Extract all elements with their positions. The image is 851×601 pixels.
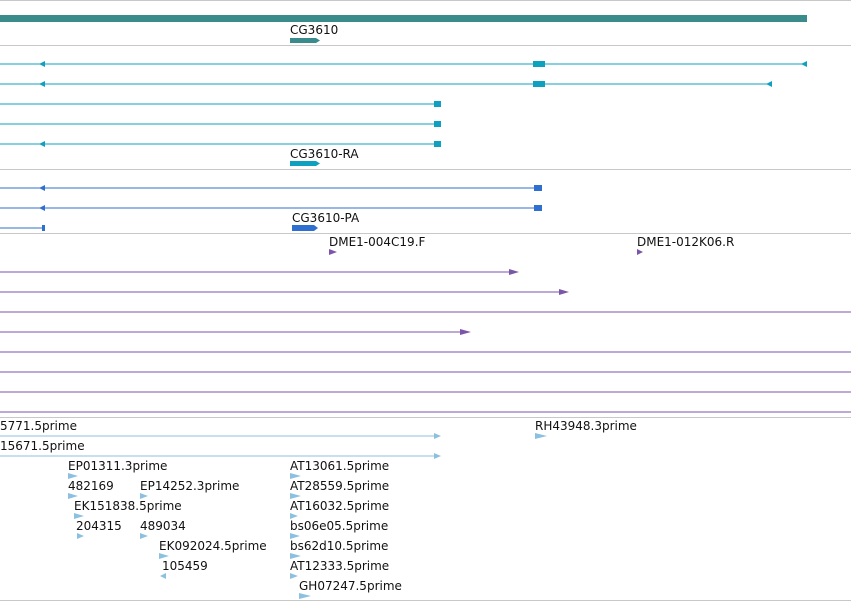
est-arrow-icon[interactable] (68, 473, 78, 479)
est-arrow-icon[interactable] (290, 493, 301, 499)
est-label: AT12333.5prime (290, 559, 389, 573)
mrna-feature[interactable] (290, 161, 316, 166)
est-label: EP14252.3prime (140, 479, 239, 493)
est-arrow-icon[interactable] (77, 533, 84, 539)
est-feature[interactable] (0, 433, 441, 439)
est-label: AT28559.5prime (290, 479, 389, 493)
est-arrow-icon[interactable] (535, 433, 547, 439)
left-arrow-icon (39, 81, 45, 87)
est-arrow-icon[interactable] (290, 573, 298, 579)
clone-marker-arrow-icon[interactable] (329, 249, 337, 255)
mrna-feature-arrow-icon (316, 161, 320, 166)
protein-label: CG3610-PA (292, 211, 360, 225)
est-label: EK151838.5prime (74, 499, 182, 513)
clone-marker-arrow-icon[interactable] (637, 249, 643, 255)
left-arrow-icon (39, 61, 45, 67)
est-label: 489034 (140, 519, 186, 533)
mrna-track: CG3610-RA (0, 61, 807, 166)
protein-feature-row[interactable] (0, 205, 542, 211)
mrna-transcript[interactable] (0, 101, 441, 107)
protein-feature-row[interactable] (0, 185, 542, 191)
est-arrow-icon[interactable] (159, 553, 169, 559)
protein-feature-row[interactable] (0, 225, 318, 231)
est-label: EP01311.3prime (68, 459, 167, 473)
est-label: bs62d10.5prime (290, 539, 388, 553)
protein-feature-arrow-icon (314, 225, 318, 231)
est-arrow-icon[interactable] (290, 533, 300, 539)
est-arrow-icon[interactable] (68, 493, 78, 499)
est-arrow-icon[interactable] (140, 533, 148, 539)
gene-label: CG3610 (290, 23, 338, 37)
est-arrow-icon[interactable] (140, 493, 148, 499)
est-label: 15671.5prime (0, 439, 85, 453)
mrna-transcript[interactable] (0, 121, 441, 127)
clone-row[interactable] (0, 289, 569, 295)
mrna-label: CG3610-RA (290, 147, 359, 161)
est-arrow-icon[interactable] (160, 573, 166, 579)
gene-feature[interactable] (290, 38, 316, 43)
end-arrow-icon (766, 81, 772, 87)
gene-feature-arrow-icon (316, 38, 320, 43)
est-label: 204315 (76, 519, 122, 533)
left-arrow-icon (39, 205, 45, 211)
clone-label: DME1-004C19.F (329, 235, 426, 249)
est-arrow-icon[interactable] (299, 593, 311, 599)
est-track: 5771.5prime 15671.5prime RH43948.3prime … (0, 419, 637, 599)
mrna-transcript[interactable] (0, 81, 772, 87)
est-arrow-icon[interactable] (290, 513, 298, 519)
est-label: GH07247.5prime (299, 579, 402, 593)
left-arrow-icon (39, 141, 45, 147)
clone-label: DME1-012K06.R (637, 235, 734, 249)
clone-track: DME1-004C19.F DME1-012K06.R (0, 235, 851, 413)
est-arrow-icon[interactable] (290, 553, 301, 559)
est-arrow-icon[interactable] (290, 473, 301, 479)
est-label: AT16032.5prime (290, 499, 389, 513)
est-arrow-icon[interactable] (74, 513, 84, 519)
est-label: EK092024.5prime (159, 539, 267, 553)
mrna-transcript[interactable] (0, 61, 807, 67)
left-arrow-icon (39, 185, 45, 191)
protein-feature (292, 225, 314, 231)
est-label: AT13061.5prime (290, 459, 389, 473)
est-label: 5771.5prime (0, 419, 77, 433)
clone-row[interactable] (0, 329, 471, 335)
gene-track: CG3610 (0, 15, 807, 43)
est-label: 482169 (68, 479, 114, 493)
est-label: bs06e05.5prime (290, 519, 388, 533)
mrna-transcript[interactable] (0, 141, 441, 147)
clone-row[interactable] (0, 269, 519, 275)
est-label: RH43948.3prime (535, 419, 637, 433)
protein-track: CG3610-PA (0, 185, 542, 231)
est-feature[interactable] (0, 453, 441, 459)
gene-span-bar[interactable] (0, 15, 807, 22)
est-label: 105459 (162, 559, 208, 573)
end-arrow-icon (801, 61, 807, 67)
